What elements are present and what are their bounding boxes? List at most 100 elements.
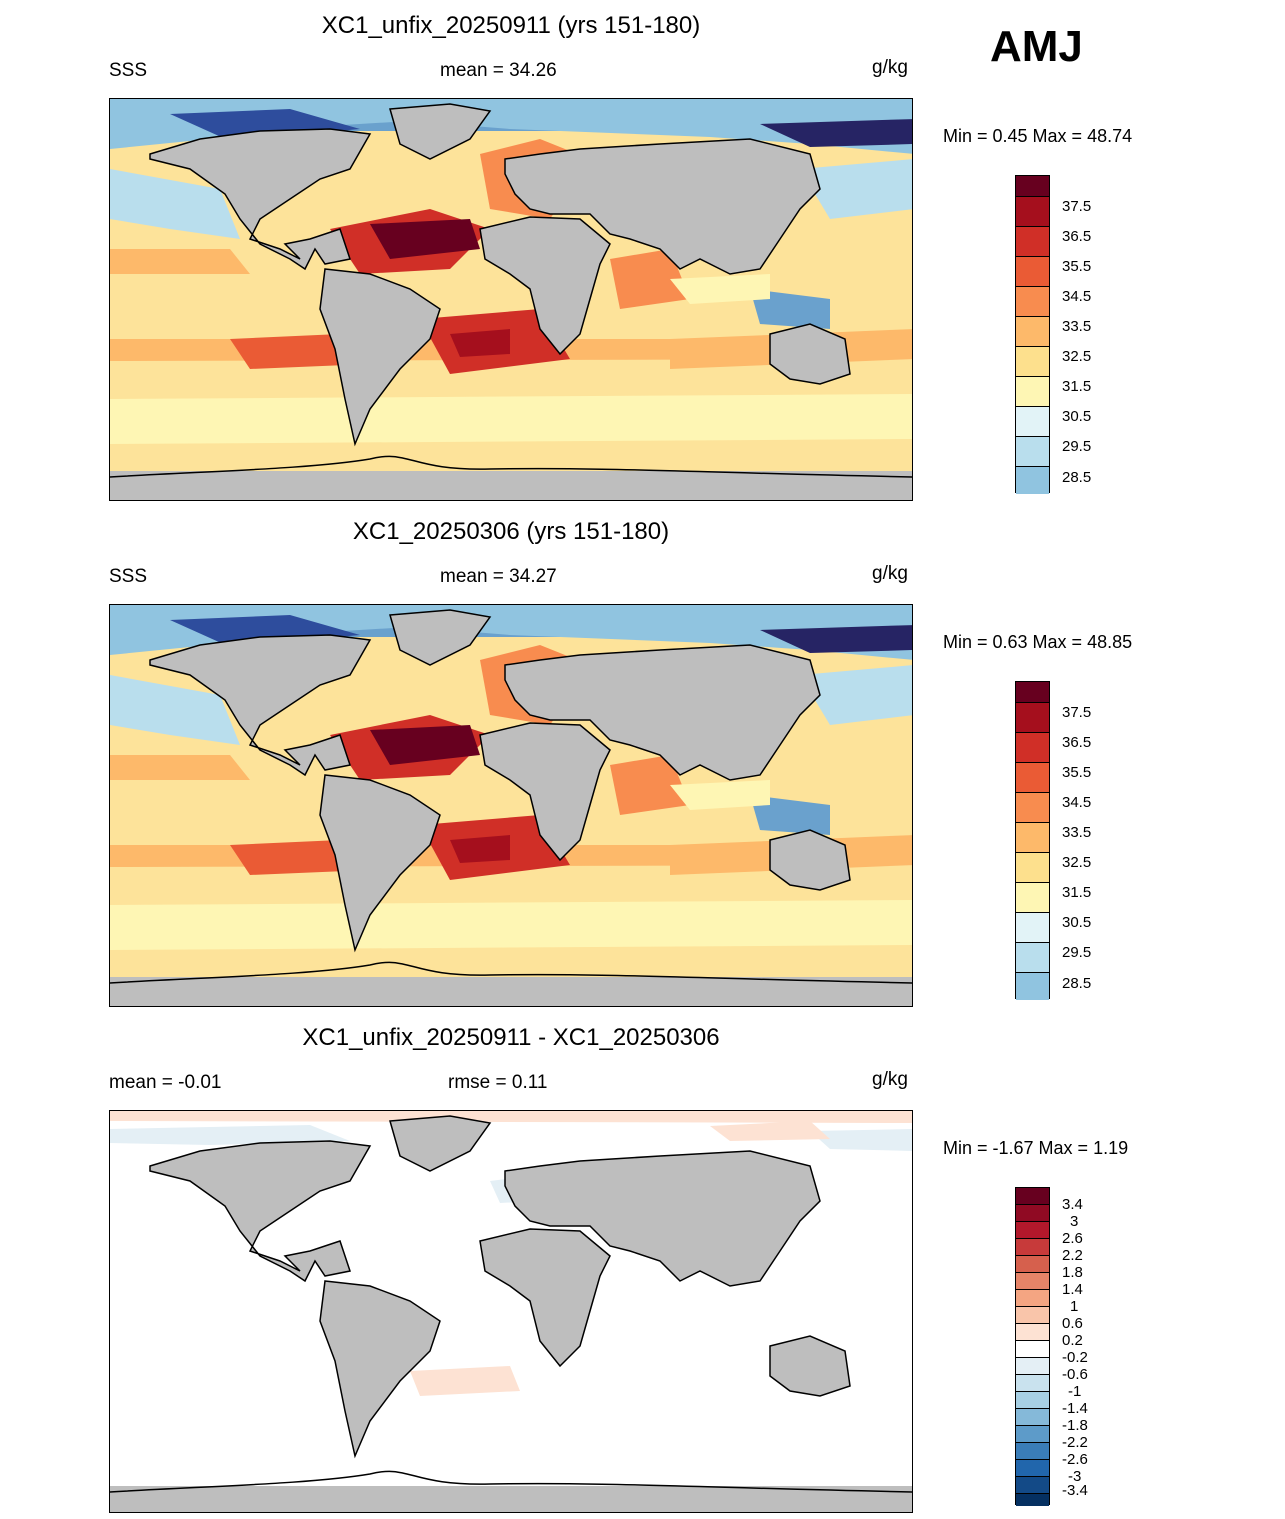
colorbar-tick-label: 34.5	[1062, 794, 1092, 811]
colorbar-tick-label: -3	[1068, 1468, 1082, 1485]
colorbar-cell	[1016, 1273, 1049, 1290]
colorbar-cell	[1016, 973, 1049, 1000]
colorbar-tick-label: 33.5	[1062, 318, 1092, 335]
colorbar-cell	[1016, 1460, 1049, 1477]
colorbar-tick-label: 0.6	[1062, 1315, 1083, 1332]
colorbar-cell	[1016, 1188, 1049, 1205]
colorbar-cell	[1016, 317, 1049, 347]
colorbar-tick-label: -3.4	[1062, 1482, 1088, 1499]
colorbar-tick-label: -1.8	[1062, 1417, 1088, 1434]
colorbar-cell	[1016, 1494, 1049, 1506]
panel-1-mean-label: mean = 34.26	[440, 60, 557, 81]
colorbar-tick-label: 0.2	[1062, 1332, 1083, 1349]
panel-2-colorbar	[1015, 681, 1050, 1000]
panel-3-map-svg	[110, 1111, 912, 1512]
panel-2-units-label: g/kg	[872, 563, 908, 584]
colorbar-cell	[1016, 227, 1049, 257]
colorbar-tick-label: 36.5	[1062, 734, 1092, 751]
colorbar-tick-label: 1.8	[1062, 1264, 1083, 1281]
colorbar-cell	[1016, 943, 1049, 973]
colorbar-tick-label: -0.6	[1062, 1366, 1088, 1383]
colorbar-cell	[1016, 703, 1049, 733]
colorbar-tick-label: 1	[1070, 1298, 1079, 1315]
colorbar-tick-label: 3.4	[1062, 1196, 1083, 1213]
panel-1-units-label: g/kg	[872, 57, 908, 78]
colorbar-tick-label: -2.6	[1062, 1451, 1088, 1468]
colorbar-tick-label: 32.5	[1062, 348, 1092, 365]
colorbar-tick-label: 35.5	[1062, 764, 1092, 781]
panel-2-title: XC1_20250306 (yrs 151-180)	[352, 518, 670, 545]
colorbar-cell	[1016, 913, 1049, 943]
panel-3-map	[109, 1110, 913, 1513]
season-label: AMJ	[990, 22, 1083, 71]
colorbar-cell	[1016, 1205, 1049, 1222]
colorbar-tick-label: 31.5	[1062, 378, 1092, 395]
colorbar-tick-label: 2.6	[1062, 1230, 1083, 1247]
colorbar-cell	[1016, 1256, 1049, 1273]
colorbar-cell	[1016, 1477, 1049, 1494]
colorbar-cell	[1016, 883, 1049, 913]
colorbar-tick-label: 2.2	[1062, 1247, 1083, 1264]
colorbar-tick-label: 36.5	[1062, 228, 1092, 245]
colorbar-cell	[1016, 1409, 1049, 1426]
panel-3-minmax-label: Min = -1.67 Max = 1.19	[943, 1138, 1129, 1158]
panel-3-title: XC1_unfix_20250911 - XC1_20250306	[302, 1024, 720, 1051]
colorbar-tick-label: 35.5	[1062, 258, 1092, 275]
panel-1-map-svg	[110, 99, 912, 500]
panel-1-map	[109, 98, 913, 501]
colorbar-tick-label: 30.5	[1062, 408, 1092, 425]
panel-3-mean-label: mean = -0.01	[109, 1072, 222, 1093]
colorbar-cell	[1016, 1290, 1049, 1307]
colorbar-cell	[1016, 763, 1049, 793]
colorbar-tick-label: 29.5	[1062, 944, 1092, 961]
colorbar-cell	[1016, 467, 1049, 494]
panel-2-mean-label: mean = 34.27	[440, 566, 557, 587]
panel-2-minmax-label: Min = 0.63 Max = 48.85	[943, 632, 1133, 652]
colorbar-tick-label: 29.5	[1062, 438, 1092, 455]
colorbar-cell	[1016, 257, 1049, 287]
colorbar-cell	[1016, 437, 1049, 467]
colorbar-cell	[1016, 287, 1049, 317]
panel-2-variable-label: SSS	[109, 566, 148, 587]
panel-1-title: XC1_unfix_20250911 (yrs 151-180)	[321, 12, 701, 39]
colorbar-tick-label: 28.5	[1062, 469, 1092, 486]
panel-1-minmax-label: Min = 0.45 Max = 48.74	[943, 126, 1133, 146]
panel-1-variable-label: SSS	[109, 60, 148, 81]
colorbar-cell	[1016, 682, 1049, 703]
colorbar-tick-label: 30.5	[1062, 914, 1092, 931]
colorbar-cell	[1016, 793, 1049, 823]
colorbar-tick-label: 37.5	[1062, 704, 1092, 721]
colorbar-tick-label: 1.4	[1062, 1281, 1083, 1298]
panel-3-colorbar	[1015, 1187, 1050, 1506]
colorbar-tick-label: 28.5	[1062, 975, 1092, 992]
colorbar-cell	[1016, 347, 1049, 377]
colorbar-tick-label: -1	[1068, 1383, 1082, 1400]
colorbar-cell	[1016, 1426, 1049, 1443]
colorbar-cell	[1016, 853, 1049, 883]
colorbar-cell	[1016, 1324, 1049, 1341]
colorbar-tick-label: 32.5	[1062, 854, 1092, 871]
colorbar-cell	[1016, 1341, 1049, 1358]
colorbar-cell	[1016, 733, 1049, 763]
colorbar-tick-label: -1.4	[1062, 1400, 1088, 1417]
panel-2-map	[109, 604, 913, 1007]
colorbar-cell	[1016, 823, 1049, 853]
panel-1-colorbar	[1015, 175, 1050, 494]
colorbar-cell	[1016, 1307, 1049, 1324]
colorbar-tick-label: -2.2	[1062, 1434, 1088, 1451]
colorbar-cell	[1016, 1392, 1049, 1409]
colorbar-cell	[1016, 197, 1049, 227]
panel-3-units-label: g/kg	[872, 1069, 908, 1090]
colorbar-cell	[1016, 407, 1049, 437]
colorbar-cell	[1016, 1239, 1049, 1256]
colorbar-tick-label: 33.5	[1062, 824, 1092, 841]
panel-2-map-svg	[110, 605, 912, 1006]
colorbar-cell	[1016, 1358, 1049, 1375]
panel-3-rmse-label: rmse = 0.11	[448, 1072, 548, 1093]
colorbar-tick-label: 3	[1070, 1213, 1079, 1230]
colorbar-cell	[1016, 377, 1049, 407]
colorbar-cell	[1016, 1443, 1049, 1460]
colorbar-tick-label: 31.5	[1062, 884, 1092, 901]
colorbar-tick-label: -0.2	[1062, 1349, 1088, 1366]
colorbar-cell	[1016, 1222, 1049, 1239]
